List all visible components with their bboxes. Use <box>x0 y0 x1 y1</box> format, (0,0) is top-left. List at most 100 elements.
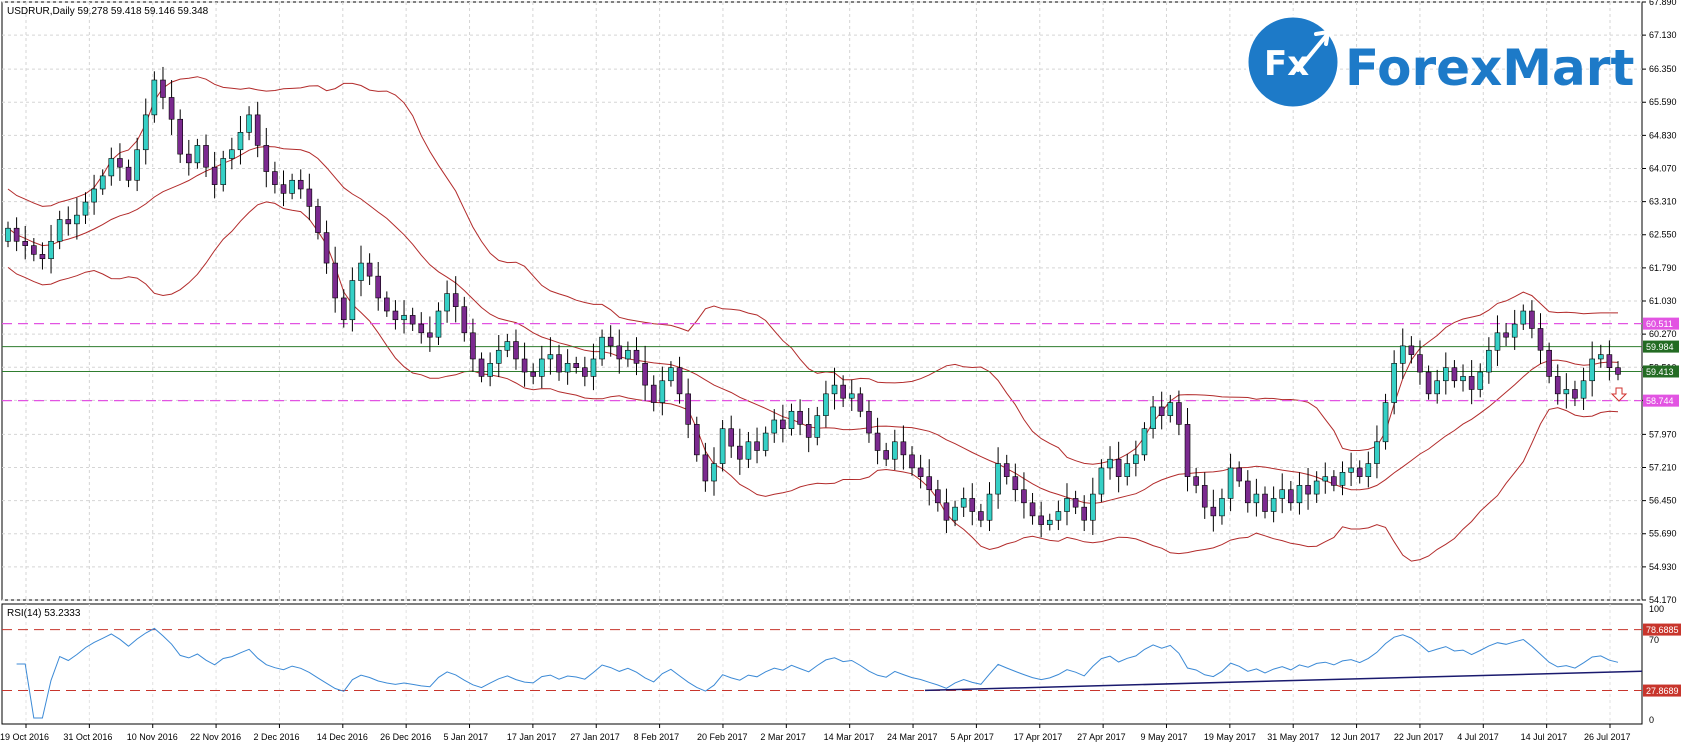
candle-body <box>74 214 80 225</box>
time-tick-label: 31 May 2017 <box>1267 732 1319 742</box>
candle-body <box>22 240 29 246</box>
time-tick-label: 14 Jul 2017 <box>1521 732 1568 742</box>
candle-body <box>1451 367 1458 382</box>
candle-body <box>857 393 864 412</box>
price-tick-label: 63.310 <box>1649 197 1677 207</box>
candle-body <box>5 227 11 242</box>
candle-body <box>1331 476 1337 486</box>
time-tick-label: 17 Apr 2017 <box>1014 732 1063 742</box>
price-tick-label: 56.450 <box>1649 496 1677 506</box>
candle-body <box>1038 515 1044 525</box>
candle-body <box>1201 485 1208 508</box>
candle-body <box>1339 471 1346 486</box>
candle-body <box>349 280 356 321</box>
candle-body <box>117 158 123 168</box>
candle-body <box>1460 376 1466 382</box>
candle-body <box>1494 332 1501 351</box>
time-tick-label: 26 Jul 2017 <box>1584 732 1631 742</box>
time-tick-label: 2 Dec 2016 <box>253 732 299 742</box>
candle-body <box>1124 463 1131 477</box>
candle-body <box>246 114 252 133</box>
time-tick-label: 22 Jun 2017 <box>1394 732 1444 742</box>
candle-body <box>754 441 760 451</box>
candle-body <box>1529 310 1535 329</box>
candle-body <box>39 254 46 260</box>
candle-body <box>1270 498 1277 512</box>
green-level-tag-bg <box>1643 340 1679 353</box>
candle-body <box>263 145 270 172</box>
rsi-plot-frame <box>1 603 1643 725</box>
candle-body <box>745 441 752 460</box>
candle-body <box>495 349 502 364</box>
price-tick-label: 57.210 <box>1649 462 1677 472</box>
candle-body <box>616 345 623 360</box>
candle-body <box>900 441 907 456</box>
candle-body <box>676 367 683 395</box>
candle-body <box>1244 480 1251 504</box>
horizontal-levels <box>2 323 1642 402</box>
price-tick-label: 61.790 <box>1649 263 1677 273</box>
candle-body <box>1003 463 1010 477</box>
time-tick-label: 27 Jan 2017 <box>570 732 620 742</box>
candlesticks <box>5 66 1621 538</box>
rsi-line <box>16 627 1619 719</box>
candle-body <box>762 432 769 451</box>
rsi-upper-tag: 78.6885 <box>1646 625 1679 635</box>
candle-body <box>952 506 958 521</box>
candle-body <box>1055 511 1062 521</box>
resistance-tag-bg <box>1643 317 1679 330</box>
rsi-scale-label: 0 <box>1649 715 1654 725</box>
candle-body <box>728 428 735 447</box>
candle-body <box>1081 506 1088 521</box>
time-tick-label: 22 Nov 2016 <box>190 732 241 742</box>
candle-body <box>891 441 898 460</box>
candle-body <box>1511 323 1518 338</box>
candle-body <box>935 489 941 504</box>
candle-body <box>1417 354 1423 373</box>
candle-body <box>1090 493 1096 521</box>
time-tick-label: 14 Dec 2016 <box>317 732 368 742</box>
candle-body <box>1115 458 1122 477</box>
price-tick-label: 54.170 <box>1649 595 1677 605</box>
candle-body <box>1210 506 1217 517</box>
candle-body <box>220 158 227 185</box>
candle-body <box>1253 493 1260 504</box>
candle-body <box>1184 424 1191 477</box>
candle-body <box>693 424 700 456</box>
candle-body <box>650 384 657 403</box>
candle-body <box>737 445 743 460</box>
candle-body <box>1029 502 1036 517</box>
time-tick-label: 17 Jan 2017 <box>507 732 557 742</box>
candle-body <box>401 315 407 321</box>
candle-body <box>926 476 933 491</box>
candle-body <box>538 358 545 377</box>
candle-body <box>323 232 330 264</box>
candle-body <box>203 145 209 168</box>
candle-body <box>82 201 89 216</box>
candle-body <box>711 463 717 482</box>
candle-body <box>797 410 803 425</box>
candle-body <box>607 336 614 347</box>
candle-body <box>332 262 338 299</box>
time-tick-label: 26 Dec 2016 <box>380 732 431 742</box>
price-tick-label: 67.130 <box>1649 30 1677 40</box>
candle-body <box>1434 380 1440 395</box>
candle-body <box>1503 332 1509 338</box>
candle-body <box>452 293 459 307</box>
logo-wordmark: ForexMart <box>1345 39 1634 97</box>
candle-body <box>91 188 97 203</box>
candle-body <box>573 363 580 368</box>
sell-arrow-icon <box>1610 387 1628 402</box>
candle-body <box>142 114 149 151</box>
support-tag-bg <box>1643 394 1679 407</box>
candle-body <box>418 323 425 334</box>
candle-body <box>1133 454 1139 464</box>
candle-body <box>1468 376 1475 390</box>
candle-body <box>1443 367 1449 382</box>
rsi-trendline <box>924 670 1643 692</box>
candle-body <box>1563 389 1570 395</box>
candle-body <box>340 297 347 321</box>
candle-body <box>582 367 588 377</box>
candle-body <box>1012 476 1019 491</box>
rsi-upper-tag-bg <box>1643 623 1681 636</box>
